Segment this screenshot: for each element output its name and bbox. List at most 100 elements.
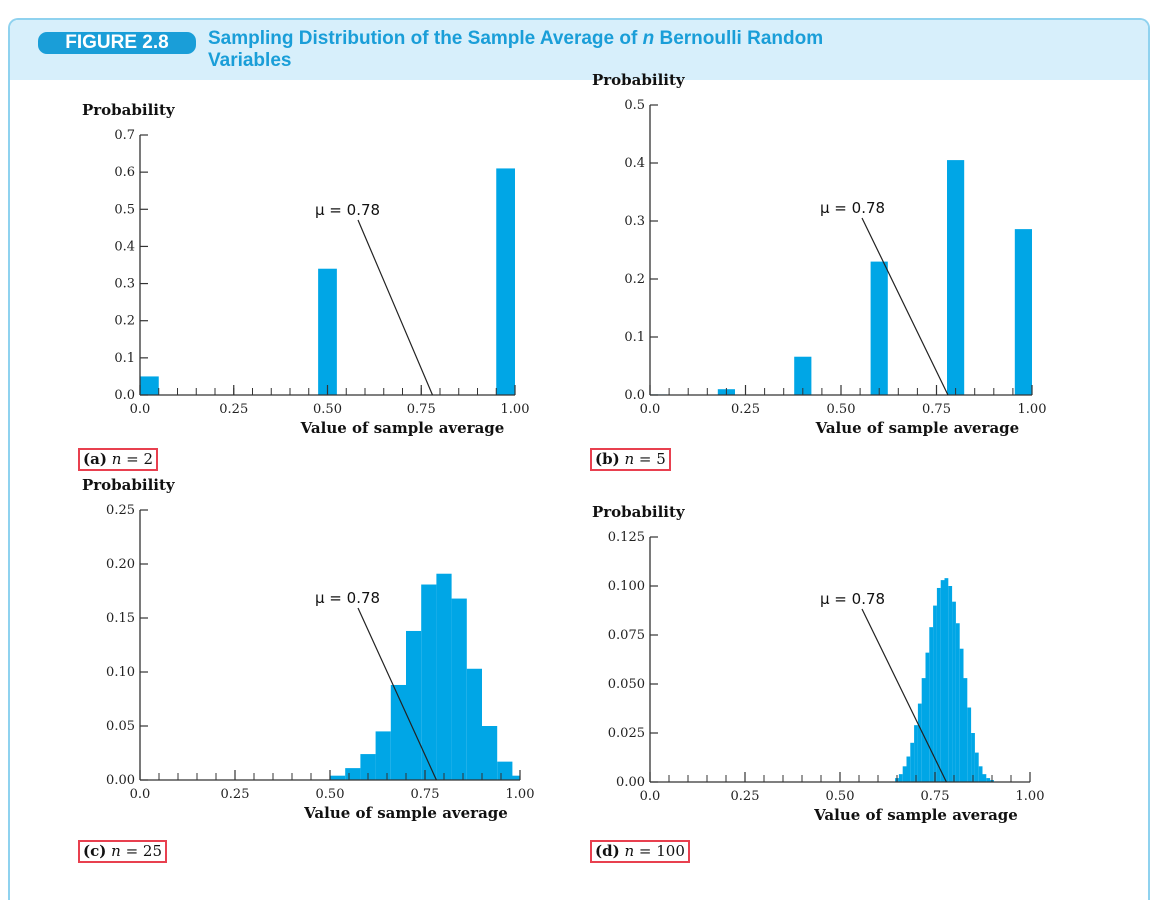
- chart-d-y-tick-label: 0.00: [616, 775, 645, 790]
- caption-d: (d) n = 100: [590, 840, 690, 863]
- chart-a-x-tick-label: 0.0: [130, 402, 151, 417]
- chart-b-mu-annotation: μ = 0.78: [820, 199, 885, 217]
- chart-b-bar: [1014, 229, 1032, 395]
- chart-c-bar: [436, 573, 452, 780]
- chart-c-y-tick-label: 0.20: [106, 557, 135, 572]
- caption-c-var: n: [111, 842, 121, 860]
- chart-b-x-title: Value of sample average: [815, 419, 1020, 437]
- chart-c-svg: 0.00 0.05 0.10 0.15 0.20 0.25 0.0 0.25 0.50 0.75 1…: [82, 476, 535, 822]
- chart-c-mu-annotation: μ = 0.78: [315, 589, 380, 607]
- caption-c: (c) n = 25: [78, 840, 167, 863]
- chart-a-y-tick-label: 0.3: [114, 277, 135, 292]
- chart-a-x-tick-label: 0.75: [407, 402, 436, 417]
- chart-b-mu-pointer: [861, 217, 949, 396]
- chart-c-x-tick-label: 1.00: [506, 787, 535, 802]
- chart-d-bar: [959, 648, 964, 782]
- chart-d-bar: [921, 678, 926, 782]
- figure-title-part: Bernoulli Random Variables: [208, 28, 824, 71]
- chart-a-y-tick-label: 0.6: [114, 165, 135, 180]
- chart-c-bar: [482, 726, 498, 780]
- caption-b: (b) n = 5: [590, 448, 671, 471]
- figure-title: Sampling Distribution of the Sample Aver…: [208, 28, 908, 72]
- chart-d-bar: [929, 627, 934, 782]
- chart-d-bar: [898, 774, 903, 782]
- caption-c-prefix: (c): [83, 842, 107, 860]
- chart-a-mu-pointer: [357, 219, 434, 396]
- chart-d-bar: [963, 678, 968, 782]
- chart-a-x-tick-label: 0.50: [313, 402, 342, 417]
- chart-b-x-tick-label: 0.75: [922, 402, 951, 417]
- chart-d-bar: [952, 601, 956, 782]
- chart-c-bar: [451, 598, 467, 780]
- caption-a-rest: = 2: [126, 450, 154, 468]
- chart-b-y-tick-label: 0.3: [624, 214, 645, 229]
- chart-c-bar: [330, 775, 346, 780]
- chart-d-x-tick-label: 0.75: [921, 789, 950, 804]
- chart-d-bar: [982, 774, 987, 782]
- chart-d-bar: [906, 756, 911, 782]
- chart-d-mu-pointer: [861, 608, 947, 783]
- chart-b-y-tick-label: 0.0: [624, 388, 645, 403]
- chart-panel-c: 0.00 0.05 0.10 0.15 0.20 0.25 0.0 0.25 0.50 0.75 1…: [70, 476, 630, 890]
- caption-d-prefix: (d): [595, 842, 620, 860]
- chart-d-x-tick-label: 0.50: [826, 789, 855, 804]
- figure-title-italic: n: [642, 28, 655, 49]
- chart-c-x-tick-label: 0.50: [316, 787, 345, 802]
- chart-b-x-tick-label: 0.25: [731, 402, 760, 417]
- chart-d-bar: [933, 605, 937, 782]
- chart-b-bar: [870, 261, 888, 395]
- chart-c-y-tick-label: 0.15: [106, 611, 135, 626]
- caption-a: (a) n = 2: [78, 448, 159, 471]
- chart-a-y-tick-label: 0.7: [114, 128, 135, 143]
- figure-label: FIGURE 2.8: [38, 32, 196, 54]
- chart-d-bar: [974, 752, 979, 782]
- chart-d-bar: [917, 703, 922, 782]
- chart-c-bar: [406, 630, 422, 780]
- chart-d-x-tick-label: 0.0: [640, 789, 661, 804]
- caption-d-var: n: [624, 842, 635, 860]
- caption-a-var: n: [111, 450, 122, 468]
- chart-c-bar: [421, 584, 437, 780]
- chart-b-bar: [794, 356, 812, 395]
- chart-panel-b: 0.0 0.1 0.2 0.3 0.4 0.5 0.0 0.25 0.50 0.75 1.00 Pro…: [580, 71, 1140, 495]
- chart-a-y-tick-label: 0.2: [114, 314, 135, 329]
- chart-d-y-tick-label: 0.050: [608, 677, 645, 692]
- chart-b-x-tick-label: 0.0: [640, 402, 661, 417]
- chart-d-bar: [971, 733, 975, 782]
- chart-d-y-tick-label: 0.025: [608, 726, 645, 741]
- chart-d-bar: [936, 587, 941, 782]
- chart-d-bar: [955, 623, 960, 782]
- chart-d-bar: [914, 725, 918, 782]
- chart-c-x-tick-label: 0.0: [130, 787, 151, 802]
- chart-d-x-tick-label: 0.25: [731, 789, 760, 804]
- chart-c-bar: [375, 731, 391, 780]
- chart-a-bar: [496, 168, 515, 395]
- chart-a-y-title: Probability: [82, 101, 176, 119]
- chart-d-bar: [910, 742, 915, 782]
- figure-header: FIGURE 2.8 Sampling Distribution of the …: [10, 20, 1148, 80]
- chart-d-x-tick-label: 1.00: [1016, 789, 1045, 804]
- chart-c-y-tick-label: 0.10: [106, 665, 135, 680]
- chart-c-y-tick-label: 0.00: [106, 773, 135, 788]
- chart-d-y-tick-label: 0.100: [608, 579, 645, 594]
- chart-d-svg: 0.00 0.025 0.050 0.075 0.100 0.125 0.0 0.25 0.50…: [592, 503, 1045, 824]
- chart-a-x-tick-label: 0.25: [219, 402, 248, 417]
- chart-a-y-tick-label: 0.0: [114, 388, 135, 403]
- chart-d-bar: [940, 580, 945, 782]
- chart-a-mu-annotation: μ = 0.78: [315, 201, 380, 219]
- chart-d-y-tick-label: 0.075: [608, 628, 645, 643]
- chart-b-y-tick-label: 0.1: [624, 330, 645, 345]
- chart-b-svg: 0.0 0.1 0.2 0.3 0.4 0.5 0.0 0.25 0.50 0.75 1.00 Pro…: [592, 71, 1046, 437]
- chart-panel-d: 0.00 0.025 0.050 0.075 0.100 0.125 0.0 0.25 0.50…: [580, 503, 1140, 910]
- caption-d-rest: = 100: [638, 842, 685, 860]
- chart-a-x-title: Value of sample average: [300, 419, 505, 437]
- chart-c-x-tick-label: 0.25: [221, 787, 250, 802]
- chart-c-bar: [345, 768, 361, 780]
- chart-d-bar: [967, 707, 972, 782]
- chart-panel-a: 0.0 0.1 0.2 0.3 0.4 0.5 0.6 0.7 0.0 0.25 0.50 0.75 1…: [70, 95, 630, 495]
- chart-b-y-tick-label: 0.2: [624, 272, 645, 287]
- chart-c-y-tick-label: 0.05: [106, 719, 135, 734]
- chart-a-x-tick-label: 1.00: [501, 402, 530, 417]
- chart-c-bar: [360, 754, 376, 780]
- chart-b-y-tick-label: 0.4: [624, 156, 645, 171]
